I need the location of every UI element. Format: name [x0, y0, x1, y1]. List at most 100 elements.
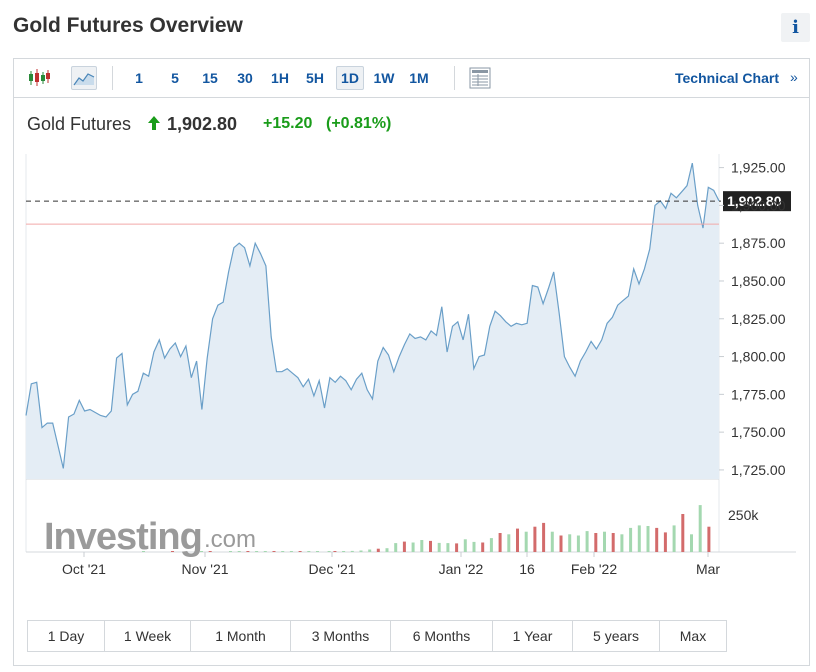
y-tick-label: 1,925.00 [731, 160, 786, 176]
y-tick-label: 1,875.00 [731, 235, 786, 251]
volume-bar [327, 551, 331, 552]
x-tick-label: Feb '22 [571, 561, 617, 577]
volume-bar [620, 534, 624, 552]
volume-bar [429, 540, 432, 552]
y-tick-label: 1,775.00 [731, 386, 786, 402]
interval-1month[interactable]: 1M [409, 70, 429, 86]
volume-bar [707, 526, 711, 552]
y-tick-label: 1,850.00 [731, 273, 786, 289]
volume-bar [568, 534, 572, 552]
volume-bar [455, 543, 459, 552]
volume-tick-label: 250k [728, 507, 759, 523]
interval-15min[interactable]: 15 [202, 70, 218, 86]
x-tick-label: Oct '21 [62, 561, 106, 577]
volume-bar [663, 532, 667, 552]
volume-bar [594, 533, 598, 552]
volume-bar [350, 550, 354, 552]
price-chart: 1,902.80 1,925.00 1,900.00 1,875.00 1,850.00… [25, 154, 796, 577]
volume-bar [472, 541, 476, 552]
interval-30min[interactable]: 30 [237, 70, 253, 86]
volume-bar [463, 539, 467, 552]
volume-bar [229, 551, 232, 552]
range-max[interactable]: Max [679, 628, 707, 644]
toolbar-divider [112, 66, 113, 90]
volume-bar [481, 542, 485, 552]
volume-bar [585, 531, 589, 552]
candlestick-icon[interactable] [26, 66, 52, 90]
interval-5min[interactable]: 5 [171, 70, 179, 86]
volume-bar [646, 526, 650, 552]
x-tick-label: Nov '21 [181, 561, 228, 577]
volume-bar [411, 542, 415, 552]
range-6-months[interactable]: 6 Months [391, 621, 493, 651]
price-line [25, 162, 720, 469]
x-tick-label: Mar [696, 561, 720, 577]
interval-1hour[interactable]: 1H [271, 70, 289, 86]
volume-bar [333, 551, 337, 552]
info-button[interactable]: i [781, 13, 810, 42]
volume-bar [542, 522, 546, 552]
last-price: 1,902.80 [167, 114, 238, 134]
volume-bar [263, 551, 267, 552]
volume-bar [698, 505, 702, 552]
volume-bar [446, 543, 450, 552]
range-1-week[interactable]: 1 Week [105, 621, 191, 651]
volume-bar [359, 550, 363, 552]
volume-bar [550, 531, 554, 552]
volume-bar [524, 531, 528, 552]
volume-bar [385, 548, 389, 552]
area-chart-icon[interactable] [71, 66, 97, 90]
volume-bar [171, 551, 174, 552]
range-1-year[interactable]: 1 Year [493, 621, 573, 651]
volume-bar [603, 531, 606, 552]
table-icon[interactable] [467, 66, 493, 90]
volume-bar [420, 540, 424, 552]
volume-bar [298, 551, 302, 552]
interval-1day[interactable]: 1D [336, 66, 364, 90]
volume-bar [368, 549, 372, 552]
y-tick-label: 1,725.00 [731, 462, 786, 478]
volume-bar [402, 541, 406, 552]
volume-bar [507, 534, 511, 552]
volume-bar [237, 551, 241, 552]
double-chevron-right-icon[interactable]: » [790, 69, 798, 85]
instrument-name: Gold Futures [27, 114, 132, 134]
interval-1week[interactable]: 1W [373, 70, 395, 86]
range-1-month[interactable]: 1 Month [191, 621, 291, 651]
range-3-months[interactable]: 3 Months [291, 621, 391, 651]
volume-bar [690, 534, 693, 552]
x-tick-label: 16 [519, 561, 535, 577]
page-title: Gold Futures Overview [13, 14, 243, 37]
volume-bar [655, 527, 659, 552]
volume-bar [672, 525, 676, 552]
volume-bar [498, 533, 502, 552]
price-change: +15.20 [263, 115, 313, 132]
time-range-selector: 1 Day 1 Week 1 Month 3 Months 6 Months 1… [27, 620, 727, 652]
price-area [26, 163, 719, 479]
range-5-years[interactable]: 5 years [573, 621, 660, 651]
y-tick-label: 1,900.00 [731, 197, 786, 213]
y-tick-label: 1,750.00 [731, 424, 786, 440]
interval-5hour[interactable]: 5H [306, 70, 324, 86]
interval-1min[interactable]: 1 [135, 70, 143, 86]
volume-bar [394, 543, 398, 552]
technical-chart-link[interactable]: Technical Chart [675, 70, 779, 86]
volume-bar [281, 551, 285, 552]
watermark-logo: Investing [44, 516, 202, 558]
volume-bar [611, 533, 615, 552]
volume-bar [255, 551, 259, 552]
volume-bar [376, 548, 380, 552]
volume-bar [576, 535, 580, 552]
volume-bar [289, 551, 293, 552]
y-tick-label: 1,825.00 [731, 311, 786, 327]
volume-bar [208, 551, 212, 552]
chart-widget: 1 5 15 30 1H 5H 1D 1W 1M Technical Chart… [13, 58, 810, 666]
range-1-day[interactable]: 1 Day [28, 621, 105, 651]
volume-bar [142, 551, 145, 552]
volume-bar [316, 551, 319, 552]
volume-bar [200, 551, 203, 552]
y-tick-label: 1,800.00 [731, 349, 786, 365]
last-price-label-bg [723, 191, 791, 212]
watermark-suffix: .com [204, 526, 256, 553]
volume-bar [437, 542, 441, 552]
